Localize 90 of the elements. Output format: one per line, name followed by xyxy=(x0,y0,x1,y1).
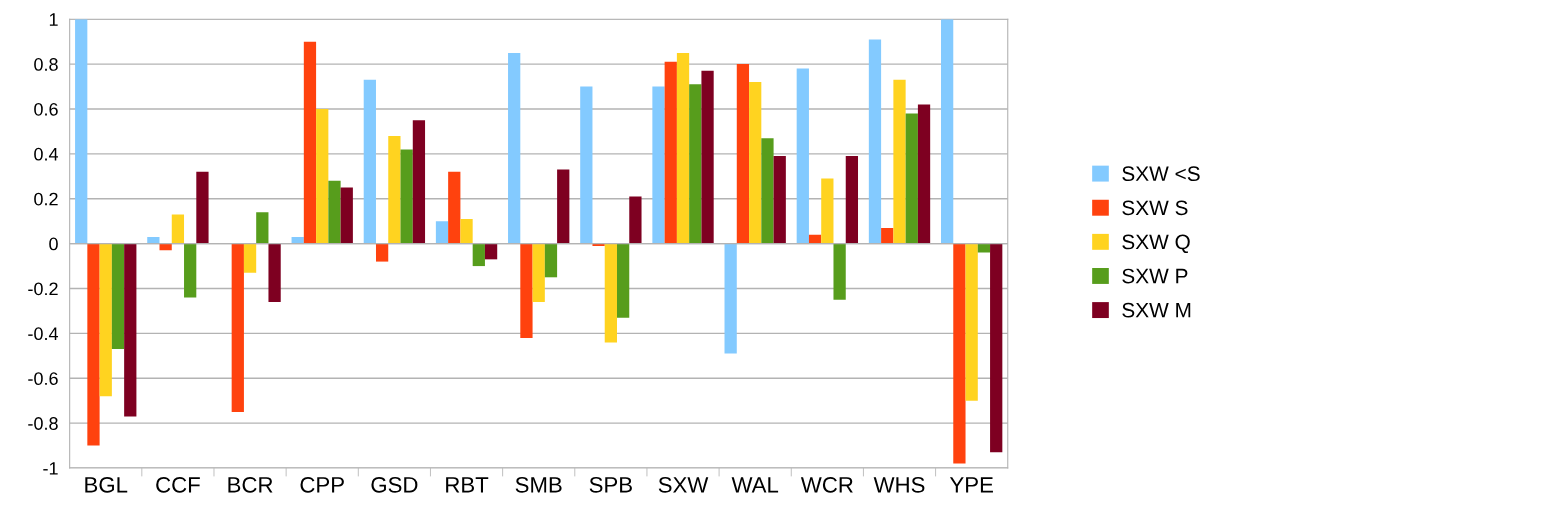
legend-label: SXW S xyxy=(1122,200,1188,216)
bar xyxy=(796,68,809,244)
bar xyxy=(400,149,413,244)
x-tick-label: WAL xyxy=(731,477,779,493)
y-tick-label: -0.2 xyxy=(28,282,58,296)
bar xyxy=(184,243,197,298)
bar xyxy=(508,52,521,244)
bar xyxy=(941,19,954,244)
bar xyxy=(196,171,209,244)
bar xyxy=(773,156,786,244)
bar xyxy=(268,243,281,302)
bar xyxy=(592,243,605,246)
x-tick-label: WCR xyxy=(800,476,853,493)
y-tick-label: 0.6 xyxy=(34,102,58,116)
bar xyxy=(917,104,931,244)
bar xyxy=(544,243,558,278)
bar xyxy=(99,243,112,397)
bar xyxy=(701,70,714,244)
bar xyxy=(652,86,665,244)
y-tick-label: -0.8 xyxy=(28,417,58,430)
y-tick-label: 0.4 xyxy=(34,147,59,161)
bar xyxy=(87,243,100,446)
bar xyxy=(412,120,426,244)
y-tick-label: 1 xyxy=(49,13,58,26)
bar xyxy=(664,61,677,244)
bar xyxy=(676,52,690,244)
x-tick-label: YPE xyxy=(949,477,993,493)
x-tick-label: SXW xyxy=(658,476,709,493)
bar xyxy=(75,19,88,244)
bar xyxy=(881,227,894,244)
bar xyxy=(689,84,702,244)
y-tick-label: 0.2 xyxy=(34,192,58,206)
bar xyxy=(977,243,991,253)
bar xyxy=(388,135,401,244)
y-tick-label: -0.6 xyxy=(28,372,58,386)
bar xyxy=(532,243,545,302)
bar xyxy=(893,79,906,244)
bar xyxy=(604,243,617,343)
bar xyxy=(580,86,593,244)
bar xyxy=(256,212,269,244)
x-tick-label: SPB xyxy=(589,476,632,493)
bar xyxy=(617,243,630,318)
bar xyxy=(316,108,329,244)
x-tick-label: CCF xyxy=(156,476,200,493)
legend-label: SXW <S xyxy=(1122,166,1200,182)
bar xyxy=(460,218,473,244)
bar xyxy=(375,243,389,262)
y-tick-label: 0 xyxy=(49,237,58,251)
bar xyxy=(328,180,341,244)
y-tick-label: -0.4 xyxy=(28,327,59,341)
bar xyxy=(159,243,172,251)
bar xyxy=(821,178,834,244)
x-tick-label: CPP xyxy=(300,476,344,493)
legend-label: SXW P xyxy=(1122,268,1188,284)
bar xyxy=(845,156,859,244)
bar xyxy=(833,243,846,300)
bar xyxy=(243,243,257,273)
bar xyxy=(953,243,966,464)
bar xyxy=(124,243,137,417)
bar xyxy=(435,221,449,244)
x-tick-label: BCR xyxy=(228,476,273,493)
bar xyxy=(231,243,244,412)
bar xyxy=(965,243,978,401)
bar xyxy=(303,41,317,244)
x-tick-label: WHS xyxy=(873,476,925,493)
bar xyxy=(990,243,1003,453)
legend-label: SXW Q xyxy=(1122,234,1190,254)
bar xyxy=(761,138,774,244)
bar xyxy=(340,187,353,244)
bar xyxy=(724,243,737,354)
bar xyxy=(363,79,376,244)
y-tick-label: -1 xyxy=(43,462,58,475)
bar xyxy=(868,39,882,244)
bar xyxy=(472,243,485,267)
bar xyxy=(448,171,461,244)
x-tick-label: SMB xyxy=(515,476,562,493)
bar xyxy=(520,243,533,338)
x-tick-label: GSD xyxy=(371,476,418,493)
legend-label: SXW M xyxy=(1122,302,1191,318)
bar xyxy=(736,64,750,244)
x-tick-label: RBT xyxy=(446,477,489,493)
bar xyxy=(629,196,642,244)
bar xyxy=(484,243,498,260)
bar xyxy=(557,169,570,244)
bar xyxy=(171,214,185,244)
bar xyxy=(905,113,918,244)
y-tick-label: 0.8 xyxy=(34,58,58,71)
x-tick-label: BGL xyxy=(85,476,128,493)
bar xyxy=(749,82,762,244)
bar xyxy=(111,243,125,350)
